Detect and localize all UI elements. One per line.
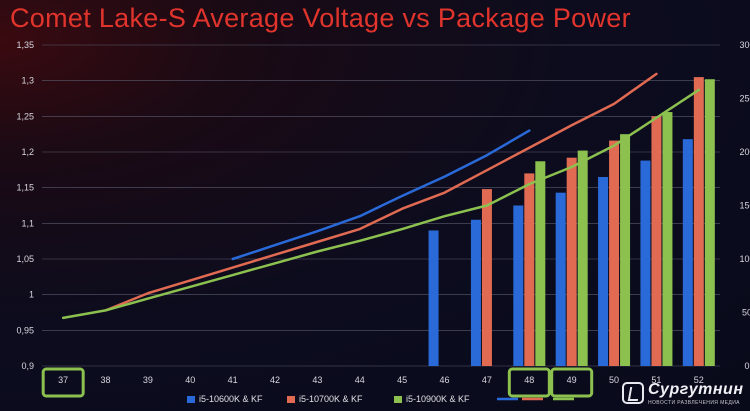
series-line	[231, 129, 531, 261]
x-tick-label: 52	[694, 375, 704, 385]
legend-swatch	[394, 396, 402, 403]
right-tick-label: 250	[739, 94, 750, 104]
bar	[598, 176, 609, 366]
x-tick-label: 45	[397, 375, 407, 385]
right-tick-label: 200	[739, 147, 750, 157]
right-axis-ticks: 0 50 100 150 200 250 300	[739, 40, 750, 371]
left-tick-label: 1,1	[21, 218, 34, 228]
surgutnin-logo-icon	[622, 382, 644, 404]
legend-label: i5-10900K & KF	[406, 394, 470, 404]
watermark-name: Сургутнин	[648, 381, 744, 398]
x-tick-label: 44	[355, 375, 365, 385]
bar	[566, 157, 577, 366]
legend: i5-10600K & KF i5-10700K & KF i5-10900K & …	[187, 394, 574, 404]
bar	[640, 160, 651, 366]
legend-label: i5-10600K & KF	[199, 394, 263, 404]
series-line	[61, 88, 701, 320]
chart-title: Comet Lake-S Average Voltage vs Package …	[10, 3, 631, 33]
bar	[693, 77, 704, 366]
bar	[555, 192, 566, 366]
gridlines	[42, 44, 720, 367]
right-tick-label: 50	[742, 308, 750, 318]
bar	[481, 189, 492, 366]
line-series	[61, 72, 701, 320]
left-tick-label: 0,9	[21, 361, 34, 371]
x-tick-label: 39	[143, 375, 153, 385]
left-axis-ticks: 0,9 0,95 1 1,05 1,1 1,15 1,2 1,25 1,3 1,35	[16, 40, 34, 371]
x-tick-label: 43	[312, 375, 322, 385]
left-tick-label: 1	[29, 290, 34, 300]
bar	[513, 205, 524, 366]
bar	[577, 150, 588, 366]
left-tick-label: 0,95	[16, 325, 34, 335]
category-highlight-box	[507, 367, 551, 398]
x-tick-label: 46	[440, 375, 450, 385]
bar	[535, 161, 546, 366]
x-tick-label: 50	[609, 375, 619, 385]
left-tick-label: 1,15	[16, 183, 34, 193]
left-tick-label: 1,25	[16, 111, 34, 121]
watermark-tagline: НОВОСТИ РАЗВЛЕЧЕНИЯ МЕДИА	[648, 400, 740, 406]
bar	[662, 112, 673, 366]
legend-swatch	[187, 396, 195, 403]
x-tick-label: 38	[101, 375, 111, 385]
x-tick-label: 48	[524, 375, 534, 385]
x-axis-ticks: 37 38 39 40 41 42 43 44 45 46 47 48 49 50 51 52	[58, 375, 704, 385]
x-tick-label: 49	[567, 375, 577, 385]
legend-swatch	[287, 396, 295, 403]
bar	[682, 139, 693, 366]
category-highlight-box	[41, 367, 85, 398]
left-tick-label: 1,2	[21, 147, 34, 157]
left-tick-label: 1,3	[21, 76, 34, 86]
x-tick-label: 41	[228, 375, 238, 385]
category-highlight-box	[550, 367, 594, 398]
x-tick-label: 40	[185, 375, 195, 385]
category-highlights	[41, 367, 594, 398]
x-tick-label: 42	[270, 375, 280, 385]
bar	[704, 79, 715, 367]
right-tick-label: 300	[739, 40, 750, 50]
left-tick-label: 1,35	[16, 40, 34, 50]
bar	[470, 219, 481, 366]
bar	[524, 173, 535, 366]
bar	[609, 140, 620, 366]
bar-series	[428, 77, 715, 367]
watermark: Сургутнин НОВОСТИ РАЗВЛЕЧЕНИЯ МЕДИА	[622, 379, 744, 409]
x-tick-label: 37	[58, 375, 68, 385]
bar	[651, 116, 662, 366]
right-tick-label: 150	[739, 201, 750, 211]
right-tick-label: 100	[739, 254, 750, 264]
x-tick-label: 51	[651, 375, 661, 385]
x-tick-label: 47	[482, 375, 492, 385]
bar	[620, 134, 631, 366]
left-tick-label: 1,05	[16, 254, 34, 264]
series-line	[104, 72, 658, 312]
right-tick-label: 0	[744, 361, 749, 371]
bar	[428, 230, 439, 366]
legend-label: i5-10700K & KF	[299, 394, 363, 404]
